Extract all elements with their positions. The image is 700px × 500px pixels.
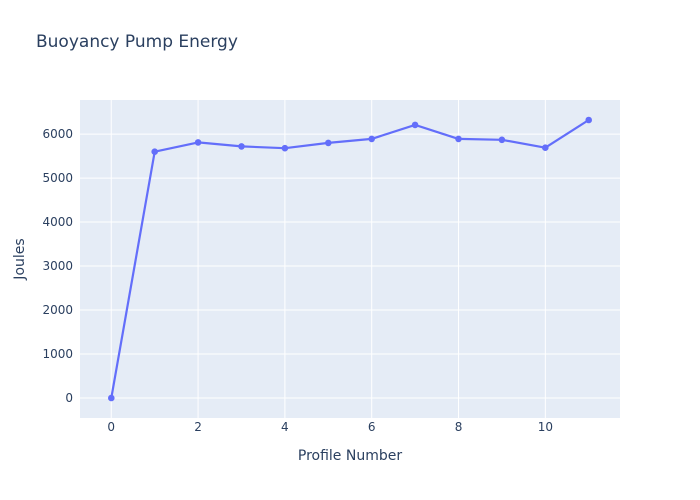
data-point[interactable] [325,139,332,147]
data-point[interactable] [194,139,202,146]
x-tick-label: 10 [537,420,553,434]
data-point[interactable] [108,394,115,402]
data-point[interactable] [238,143,245,150]
data-point[interactable] [368,135,376,143]
line-series [110,119,590,399]
data-point[interactable] [411,121,419,129]
line-chart[interactable] [80,100,620,418]
plot-area[interactable] [80,100,620,418]
data-point[interactable] [498,136,506,144]
data-point[interactable] [542,144,549,151]
x-tick-label: 0 [107,420,116,434]
y-tick-label: 5000 [42,171,73,186]
x-axis-title: Profile Number [297,448,403,464]
x-tick-label: 8 [454,420,463,434]
data-point[interactable] [585,116,592,124]
x-tick-label: 6 [367,420,376,434]
y-tick-label: 1000 [42,347,73,361]
x-tick-label: 4 [281,420,289,434]
data-point[interactable] [281,144,289,152]
data-point[interactable] [455,135,462,143]
y-tick-label: 6000 [42,127,73,142]
y-tick-label: 0 [65,390,73,405]
x-tick-label: 2 [194,420,202,434]
data-point[interactable] [151,148,158,155]
chart-title: Buoyancy Pump Energy [36,32,238,52]
y-tick-label: 2000 [42,303,73,318]
y-axis-title: Joules [12,238,28,280]
y-tick-label: 4000 [42,215,73,230]
y-tick-label: 3000 [42,259,73,274]
